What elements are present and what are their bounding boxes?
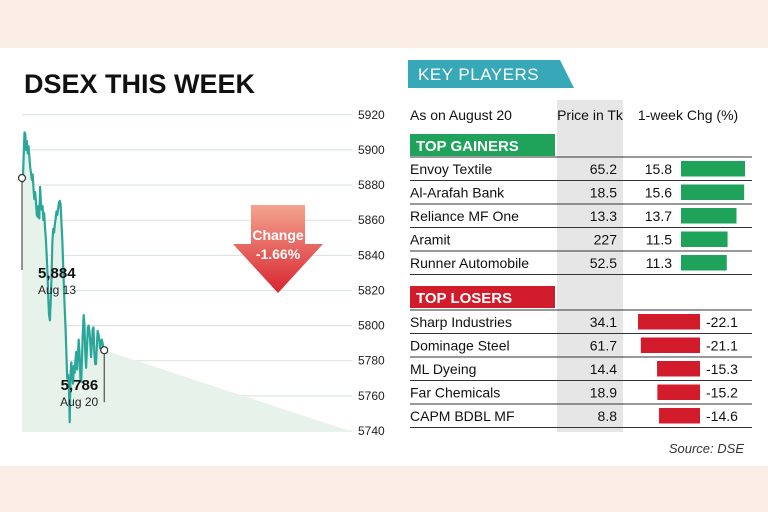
change-column-header: 1-week Chg (%) [638,107,738,123]
gainer-name: Reliance MF One [410,208,519,224]
change-label: Change [252,227,304,243]
gainer-bar [681,208,737,224]
loser-change: -14.6 [706,408,738,424]
loser-price: 34.1 [590,314,617,330]
loser-name: Dominage Steel [410,337,510,353]
y-axis-ticks: 5920 5900 5880 5860 5840 5820 5800 5780 5760 5740 [358,108,385,438]
gainer-row: Al-Arafah Bank 18.5 15.6 [410,184,745,200]
as-of-date: As on August 20 [410,107,512,123]
top-gainers-label: TOP GAINERS [416,138,519,155]
gainer-change: 11.3 [646,255,672,271]
chart-title: DSEX THIS WEEK [24,69,256,99]
y-tick-label: 5840 [358,248,385,262]
loser-row: CAPM BDBL MF 8.8 -14.6 [410,408,738,424]
gainer-row: Reliance MF One 13.3 13.7 [410,208,737,224]
loser-bar [657,384,700,400]
infographic-svg: DSEX THIS WEEK 5920590058805860584058205… [17,60,752,456]
gainer-row: Runner Automobile 52.5 11.3 [410,255,727,271]
loser-bar [659,408,700,424]
key-players-banner [408,60,574,88]
y-tick-label: 5780 [358,354,385,368]
y-tick-label: 5900 [358,143,385,157]
loser-bar [638,314,700,330]
gainer-price: 18.5 [590,184,617,200]
change-value: -1.66% [256,246,301,262]
gainer-change: 15.6 [645,184,672,200]
loser-row: Far Chemicals 18.9 -15.2 [410,384,738,400]
start-point-marker [17,173,27,183]
loser-name: Far Chemicals [410,384,500,400]
key-players-rows: Envoy Textile 65.2 15.8 Al-Arafah Bank 18.5 1… [410,156,752,428]
loser-row: Dominage Steel 61.7 -21.1 [410,337,738,353]
index-line [20,131,106,424]
top-losers-banner [410,286,555,308]
gainer-price: 52.5 [590,255,617,271]
loser-row: Sharp Industries 34.1 -22.1 [410,314,738,330]
y-tick-label: 5860 [358,213,385,227]
y-tick-label: 5920 [358,108,385,122]
loser-price: 8.8 [598,408,618,424]
loser-price: 18.9 [590,384,617,400]
gainer-name: Aramit [410,231,451,247]
gainer-name: Al-Arafah Bank [410,184,505,200]
y-tick-label: 5820 [358,283,385,297]
loser-price: 14.4 [590,361,617,377]
price-column-background [557,100,623,432]
infographic-card: DSEX THIS WEEK 5920 5900 5880 5860 5840 5820 5… [0,48,768,466]
gainer-price: 227 [594,231,618,247]
key-players-title: KEY PLAYERS [418,65,539,84]
source-note: Source: DSE [669,441,744,456]
loser-name: Sharp Industries [410,314,512,330]
end-value-label: 5,786 [61,377,99,394]
gainer-bar [681,184,745,200]
gainer-row: Envoy Textile 65.2 15.8 [410,161,745,177]
gainer-bar [681,255,727,271]
gainer-bar [681,161,745,177]
y-tick-label: 5760 [358,389,385,403]
top-losers-label: TOP LOSERS [416,290,512,307]
loser-bar [657,361,700,377]
top-gainers-banner [410,134,555,156]
gainer-price: 13.3 [590,208,617,224]
loser-bar [640,337,700,353]
gainer-name: Runner Automobile [410,255,529,271]
y-tick-label: 5800 [358,319,385,333]
gainer-change: 15.8 [645,161,672,177]
gainer-bar [681,231,728,247]
change-arrow: Change -1.66% [233,205,323,293]
end-date-label: Aug 20 [60,395,98,409]
price-column-header: Price in Tk [557,107,624,123]
gainer-price: 65.2 [590,161,617,177]
loser-change: -21.1 [706,337,738,353]
gainer-name: Envoy Textile [410,161,492,177]
gainer-change: 11.5 [646,231,672,247]
gainer-change: 13.7 [645,208,672,224]
start-date-label: Aug 13 [38,283,76,297]
loser-price: 61.7 [590,337,617,353]
start-value-label: 5,884 [38,265,76,282]
gainer-row: Aramit 227 11.5 [410,231,728,247]
loser-change: -22.1 [706,314,738,330]
loser-name: ML Dyeing [410,361,476,377]
y-tick-label: 5880 [358,178,385,192]
y-tick-label: 5740 [358,424,385,438]
loser-change: -15.2 [706,384,738,400]
loser-row: ML Dyeing 14.4 -15.3 [410,361,738,377]
end-point-marker [100,346,109,355]
loser-name: CAPM BDBL MF [410,408,515,424]
down-arrow-icon [233,205,323,293]
loser-change: -15.3 [706,361,738,377]
